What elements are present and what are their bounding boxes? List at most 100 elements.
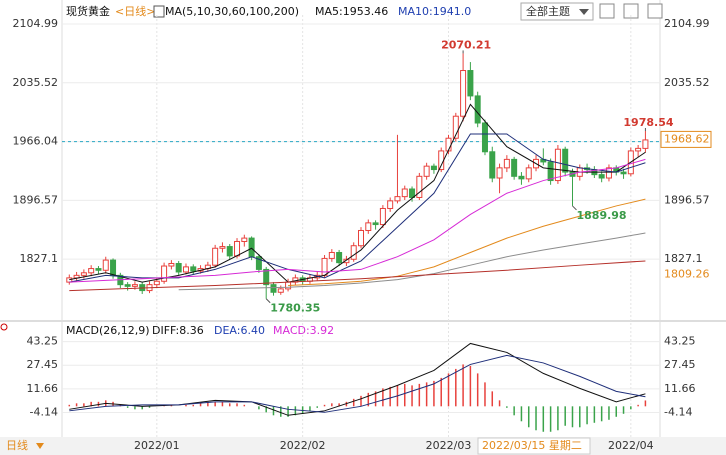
candle-body xyxy=(642,139,649,149)
theme-button-label[interactable]: 全部主题 xyxy=(526,4,570,18)
candle-body xyxy=(365,222,372,231)
candle-body xyxy=(430,165,437,171)
candle-body xyxy=(161,265,168,282)
candle-body xyxy=(401,188,408,198)
dropdown-arrow[interactable] xyxy=(579,9,589,15)
candle-body xyxy=(336,251,343,264)
macd-value: MACD:3.92 xyxy=(273,324,334,337)
annotation-leader xyxy=(572,205,577,211)
candle-body xyxy=(525,167,532,180)
y-tick-label-right: -4.14 xyxy=(664,406,692,419)
candle-body xyxy=(489,151,496,179)
candle-body xyxy=(321,257,328,276)
macd-diff: DIFF:8.36 xyxy=(152,324,204,337)
candle-body xyxy=(511,158,518,177)
candle-body xyxy=(270,284,277,293)
ma-icon[interactable] xyxy=(153,5,165,18)
candle-body xyxy=(102,259,109,271)
ma10-label: MA10:1941.0 xyxy=(398,5,471,18)
footer-dropdown[interactable] xyxy=(36,443,44,449)
candle-body xyxy=(554,148,561,182)
candle-body xyxy=(343,258,350,264)
candle-body xyxy=(379,207,386,226)
toolbar-icon[interactable] xyxy=(647,3,663,19)
candle-body xyxy=(503,158,510,169)
annotation: 2070.21 xyxy=(441,38,491,51)
y-tick-label-right: 1827.1 xyxy=(664,252,703,265)
candle-body xyxy=(562,148,569,173)
ma-line xyxy=(69,158,646,283)
ma-line xyxy=(69,260,646,292)
x-tick-label: 2022/01 xyxy=(134,439,180,452)
y-tick-label: 27.45 xyxy=(27,358,59,371)
candle-body xyxy=(263,268,270,286)
candle-body xyxy=(277,288,284,293)
candle-body xyxy=(212,247,219,266)
annotation: 1978.54 xyxy=(623,116,673,129)
candle-body xyxy=(358,229,364,247)
y-tick-label: -4.14 xyxy=(30,406,58,419)
y-tick-label: 2035.52 xyxy=(13,76,59,89)
y-tick-label-right: 2035.52 xyxy=(664,76,710,89)
cursor-date: 2022/03/15 星期二 xyxy=(482,439,582,452)
ma-line xyxy=(288,198,646,286)
candle-body xyxy=(226,246,233,257)
candle-body xyxy=(168,262,175,267)
candle-body xyxy=(175,262,182,273)
candle-body xyxy=(241,237,248,242)
y-tick-label-right: 2104.99 xyxy=(664,17,710,30)
y-tick-label: 1896.57 xyxy=(13,193,59,206)
candle-body xyxy=(452,115,459,139)
annotation: 1780.35 xyxy=(270,302,320,315)
cursor-date-box xyxy=(477,437,591,455)
macd-dea: DEA:6.40 xyxy=(214,324,265,337)
ma-params: MA(5,10,30,60,100,200) xyxy=(165,5,299,18)
ma5-label: MA5:1953.46 xyxy=(315,5,388,18)
y-tick-label: 1966.04 xyxy=(13,135,59,148)
candle-body xyxy=(394,196,401,202)
x-tick-label: 2022/02 xyxy=(280,439,326,452)
candle-body xyxy=(350,245,357,260)
candle-body xyxy=(248,237,255,258)
y-tick-label-right: 27.45 xyxy=(664,358,696,371)
candle-body xyxy=(88,268,95,274)
macd-params: MACD(26,12,9) xyxy=(66,324,150,337)
annotation-leader xyxy=(265,298,271,304)
ma-line xyxy=(178,232,646,291)
candle-body xyxy=(467,70,474,97)
candle-body xyxy=(80,272,87,276)
candle-body xyxy=(438,150,445,171)
dea-line xyxy=(69,354,646,413)
price-tag: 1809.26 xyxy=(664,267,710,280)
y-tick-label-right: 1896.57 xyxy=(664,193,710,206)
toolbar-icon[interactable] xyxy=(623,3,639,19)
candle-body xyxy=(547,161,554,182)
candle-body xyxy=(409,188,416,198)
candle-body xyxy=(460,70,467,117)
toolbar-icon[interactable] xyxy=(599,3,615,19)
candle-body xyxy=(95,268,102,271)
period[interactable]: <日线> xyxy=(115,4,155,18)
candle-body xyxy=(598,174,605,179)
candle-body xyxy=(328,251,335,259)
candle-body xyxy=(124,284,131,287)
candle-body xyxy=(416,175,423,198)
theme-button[interactable] xyxy=(520,2,594,21)
y-tick-label-right: 11.66 xyxy=(664,382,696,395)
y-tick-label-right: 43.25 xyxy=(664,335,696,348)
candle-body xyxy=(190,266,197,272)
candle-body xyxy=(481,122,488,153)
panel-icon[interactable] xyxy=(0,323,8,331)
candle-body xyxy=(605,167,612,179)
annotation: 1889.98 xyxy=(576,209,626,222)
y-tick-label: 11.66 xyxy=(27,382,59,395)
footer-period[interactable]: 日线 xyxy=(6,438,28,452)
candle-body xyxy=(110,259,117,276)
price-tag-box xyxy=(660,130,712,148)
candle-body xyxy=(387,200,394,209)
x-tick-label: 2022/04 xyxy=(608,439,654,452)
candle-body xyxy=(182,266,189,273)
candle-body xyxy=(518,175,525,180)
candle-body xyxy=(372,222,379,226)
